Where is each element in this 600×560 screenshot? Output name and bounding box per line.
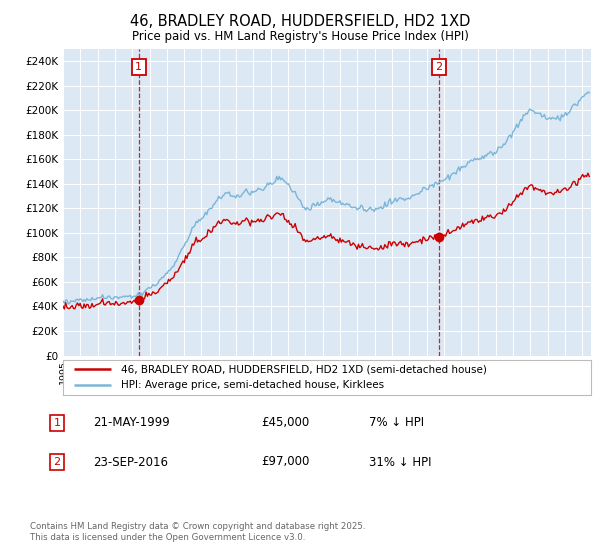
Text: 1: 1 [53,418,61,428]
Text: Contains HM Land Registry data © Crown copyright and database right 2025.
This d: Contains HM Land Registry data © Crown c… [30,521,365,543]
Text: 21-MAY-1999: 21-MAY-1999 [93,416,170,430]
Text: 2: 2 [436,62,443,72]
Text: 23-SEP-2016: 23-SEP-2016 [93,455,168,469]
Text: 31% ↓ HPI: 31% ↓ HPI [369,455,431,469]
Text: 2: 2 [53,457,61,467]
Text: 46, BRADLEY ROAD, HUDDERSFIELD, HD2 1XD (semi-detached house): 46, BRADLEY ROAD, HUDDERSFIELD, HD2 1XD … [121,364,487,374]
Text: HPI: Average price, semi-detached house, Kirklees: HPI: Average price, semi-detached house,… [121,380,384,390]
Text: £45,000: £45,000 [261,416,309,430]
Text: 46, BRADLEY ROAD, HUDDERSFIELD, HD2 1XD: 46, BRADLEY ROAD, HUDDERSFIELD, HD2 1XD [130,14,470,29]
Text: 7% ↓ HPI: 7% ↓ HPI [369,416,424,430]
Text: Price paid vs. HM Land Registry's House Price Index (HPI): Price paid vs. HM Land Registry's House … [131,30,469,43]
Text: 1: 1 [136,62,142,72]
Text: £97,000: £97,000 [261,455,310,469]
